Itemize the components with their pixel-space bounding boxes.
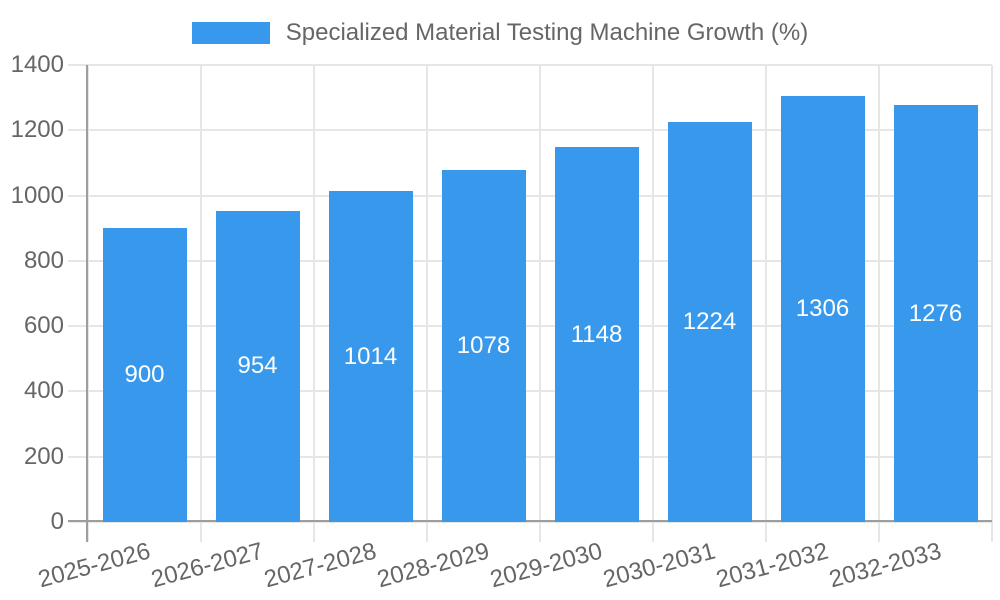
bar: [215, 210, 300, 522]
bar-value-label: 1014: [343, 342, 398, 370]
bar: [102, 228, 187, 522]
x-tick-label: 2025-2026: [35, 537, 153, 594]
y-gridline: [68, 194, 992, 197]
bar: [780, 95, 865, 522]
bar: [554, 147, 639, 522]
y-gridline: [68, 455, 992, 458]
y-tick-label: 1400: [10, 51, 64, 78]
x-tick-label: 2026-2027: [148, 537, 266, 594]
x-gridline: [878, 65, 880, 542]
x-tick-label: 2028-2029: [374, 537, 492, 594]
bar-value-label: 900: [124, 361, 165, 389]
y-gridline: [68, 259, 992, 262]
bar: [667, 122, 752, 522]
legend-swatch: [191, 22, 270, 44]
bar-value-label: 954: [237, 352, 278, 380]
x-tick-label: 2027-2028: [261, 537, 379, 594]
x-gridline: [652, 65, 654, 542]
x-gridline: [991, 65, 993, 542]
y-gridline: [68, 129, 992, 132]
x-tick-label: 2032-2033: [826, 537, 944, 594]
bar: [328, 191, 413, 522]
y-axis-line: [86, 65, 88, 542]
x-tick-label: 2031-2032: [713, 537, 831, 594]
x-gridline: [426, 65, 428, 542]
x-tick-label: 2030-2031: [600, 537, 718, 594]
y-tick-label: 1000: [10, 181, 64, 209]
x-gridline: [200, 65, 202, 542]
y-gridline: [68, 325, 992, 328]
y-tick-label: 1200: [10, 116, 64, 144]
bar-value-label: 1306: [795, 294, 850, 322]
y-tick-label: 0: [50, 508, 64, 535]
bar-value-label: 1276: [908, 299, 963, 327]
x-gridline: [313, 65, 315, 542]
bar: [441, 170, 526, 522]
bar-value-label: 1078: [456, 332, 511, 360]
legend-label: Specialized Material Testing Machine Gro…: [285, 19, 809, 46]
x-axis-line: [68, 520, 992, 522]
x-gridline: [539, 65, 541, 542]
chart-legend[interactable]: Specialized Material Testing Machine Gro…: [0, 19, 1000, 46]
y-gridline: [68, 64, 992, 66]
bar-value-label: 1224: [682, 308, 737, 336]
y-gridline: [68, 521, 992, 523]
x-gridline: [87, 65, 89, 542]
y-tick-label: 200: [23, 442, 64, 470]
x-tick-label: 2029-2030: [487, 537, 605, 594]
y-tick-label: 600: [23, 312, 64, 340]
y-tick-label: 800: [23, 246, 64, 274]
bar: [893, 105, 978, 522]
bar-value-label: 1148: [570, 320, 623, 348]
y-tick-label: 400: [23, 377, 64, 405]
x-gridline: [765, 65, 767, 542]
y-gridline: [68, 390, 992, 393]
